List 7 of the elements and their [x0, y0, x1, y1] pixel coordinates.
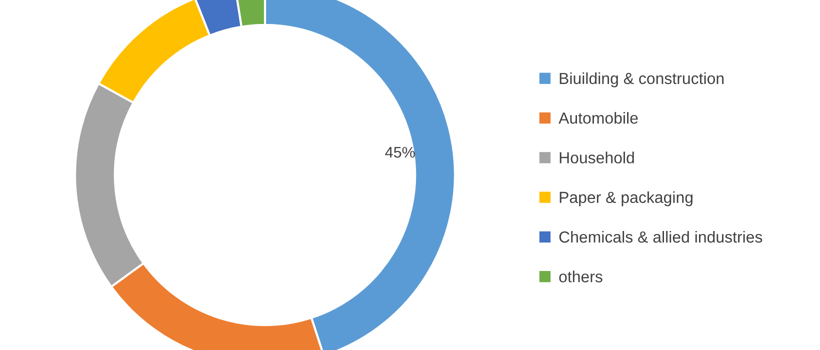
legend-label: Automobile — [558, 112, 638, 124]
legend-label: others — [559, 270, 602, 282]
legend-label: Household — [560, 152, 634, 164]
legend-label: Biuilding & construction — [560, 72, 724, 88]
legend-label: Paper & packaging — [560, 191, 692, 206]
legend-label: Chemicals & allied industries — [559, 230, 762, 243]
data-label: 45% — [385, 146, 415, 158]
